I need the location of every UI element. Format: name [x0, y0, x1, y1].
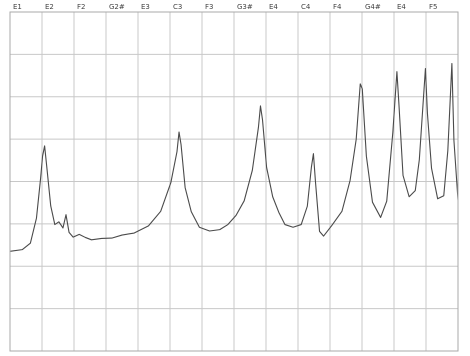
x-tick-label: E1	[13, 3, 22, 11]
x-tick-label: F3	[205, 3, 213, 11]
x-tick-label: G4#	[365, 3, 381, 11]
series-line	[9, 62, 459, 252]
x-tick-label: C4	[301, 3, 311, 11]
x-tick-label: F5	[429, 3, 437, 11]
x-tick-label: F2	[77, 3, 85, 11]
plot-frame	[9, 11, 459, 352]
x-tick-label: E2	[45, 3, 54, 11]
x-tick-label: C3	[173, 3, 182, 11]
x-tick-label: E4	[269, 3, 278, 11]
grid-lines	[10, 12, 458, 351]
x-tick-labels: E1 E2 F2 G2# E3 C3 F3 G3# E4 C4 F4 G4# E4 F5	[13, 3, 437, 11]
x-tick-label: G3#	[237, 3, 253, 11]
x-tick-label: F4	[333, 3, 342, 11]
x-tick-label: G2#	[109, 3, 125, 11]
x-tick-label: E3	[141, 3, 150, 11]
x-tick-label: E4	[397, 3, 406, 11]
